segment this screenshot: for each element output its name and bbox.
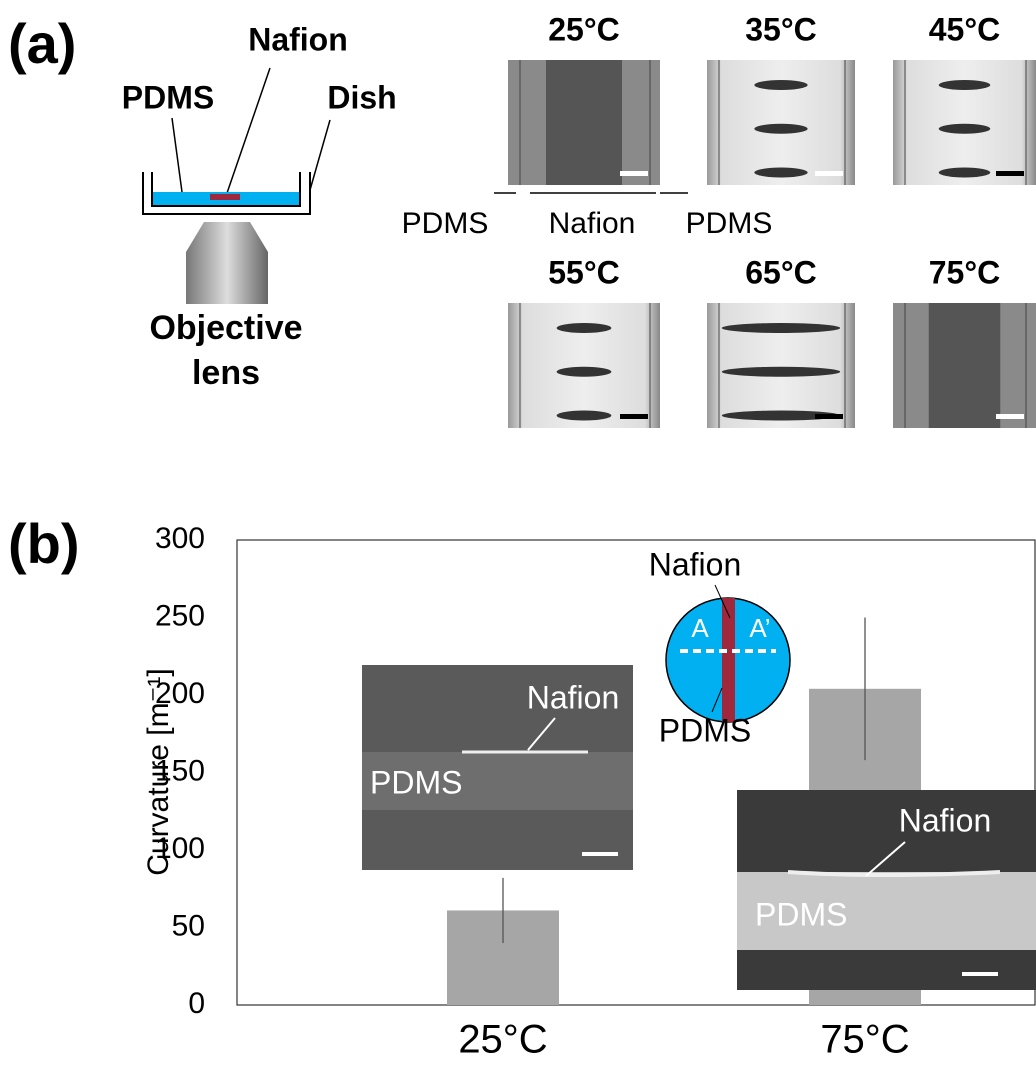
- micrograph: [893, 60, 1036, 185]
- micrograph-feature: [939, 124, 990, 134]
- y-tick-label: 50: [172, 909, 205, 942]
- panel-label: (a): [8, 12, 76, 75]
- scale-bar: [996, 414, 1024, 419]
- pdms-label: PDMS: [122, 79, 214, 115]
- inset-label: PDMS: [755, 896, 847, 932]
- micrograph-feature: [722, 367, 840, 377]
- inset-label: Nafion: [527, 679, 620, 715]
- inset-label: A’: [749, 613, 770, 643]
- y-tick-label: 250: [155, 599, 205, 632]
- micrograph-band: [929, 303, 1001, 428]
- objective-label: Objective: [149, 309, 302, 347]
- inset-label: PDMS: [370, 764, 462, 800]
- micrograph-band: [546, 60, 622, 185]
- schematic-nafion: [722, 598, 735, 722]
- y-tick-label: 100: [155, 832, 205, 865]
- micrograph-title: 55°C: [548, 254, 620, 290]
- micrograph: [508, 303, 660, 428]
- micrograph-title: 65°C: [745, 254, 817, 290]
- dish-label: Dish: [327, 79, 396, 115]
- micrograph-feature: [557, 323, 612, 333]
- x-tick-label: 25°C: [458, 1018, 547, 1062]
- x-tick-label: 75°C: [820, 1018, 909, 1062]
- micrograph-title: 25°C: [548, 11, 620, 47]
- inset-label: A: [691, 613, 709, 643]
- micrograph-title: 35°C: [745, 11, 817, 47]
- micrograph-feature: [939, 168, 990, 178]
- micrograph: [707, 60, 855, 185]
- scale-bar: [582, 852, 618, 856]
- inset-label: Nafion: [649, 546, 742, 582]
- scale-bar: [620, 414, 648, 419]
- micrograph-feature: [557, 367, 612, 377]
- figure: (a) Nafion PDMS Dish Objective lens 25°C…: [0, 0, 1036, 1066]
- micrograph-title: 45°C: [929, 11, 1001, 47]
- objective-label: lens: [192, 354, 260, 392]
- y-tick-label: 300: [155, 522, 205, 555]
- micrograph-feature: [557, 411, 612, 421]
- region-label: PDMS: [402, 207, 489, 240]
- micrograph-feature: [722, 323, 840, 333]
- micrograph-feature: [754, 80, 807, 90]
- region-label: Nafion: [549, 207, 636, 240]
- panel-label: (b): [8, 512, 80, 575]
- y-tick-label: 200: [155, 677, 205, 710]
- scale-bar: [620, 171, 648, 176]
- inset-label: Nafion: [899, 802, 992, 838]
- inset-label: PDMS: [659, 712, 751, 748]
- region-label: PDMS: [686, 207, 773, 240]
- scale-bar: [996, 171, 1024, 176]
- scale-bar: [815, 414, 843, 419]
- micrograph-feature: [754, 168, 807, 178]
- micrograph-feature: [939, 80, 990, 90]
- scale-bar: [962, 972, 998, 976]
- micrograph: [707, 303, 855, 428]
- nafion-label: Nafion: [248, 21, 348, 57]
- micrograph-title: 75°C: [929, 254, 1001, 290]
- y-tick-label: 150: [155, 754, 205, 787]
- y-tick-label: 0: [188, 987, 205, 1020]
- scale-bar: [815, 171, 843, 176]
- micrograph-feature: [754, 124, 807, 134]
